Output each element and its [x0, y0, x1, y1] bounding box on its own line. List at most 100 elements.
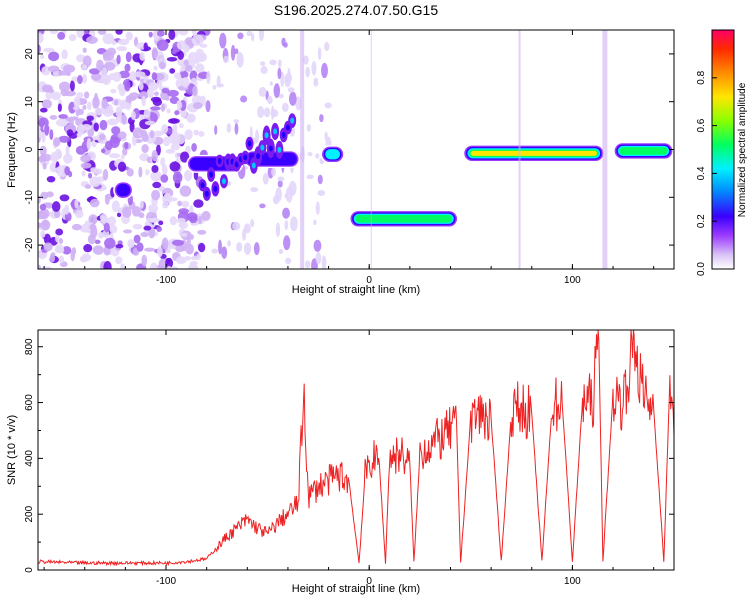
noise-speckle	[180, 63, 186, 72]
noise-speckle	[93, 122, 99, 132]
noise-speckle	[246, 30, 253, 37]
noise-speckle	[315, 201, 320, 215]
spectral-streak	[518, 30, 521, 269]
noise-speckle	[68, 171, 73, 178]
noise-speckle	[193, 129, 200, 136]
snr-series-line	[38, 330, 674, 567]
spectral-blob-core	[251, 162, 256, 169]
noise-speckle	[99, 119, 108, 131]
colorbar-gradient	[712, 30, 734, 269]
noise-speckle	[319, 114, 324, 123]
noise-speckle	[169, 216, 178, 226]
noise-speckle	[138, 82, 144, 91]
noise-speckle	[110, 88, 117, 94]
noise-speckle	[160, 174, 169, 183]
noise-speckle	[41, 99, 53, 109]
noise-speckle	[315, 153, 320, 159]
snr-xlabel: Height of straight line (km)	[292, 583, 420, 595]
noise-speckle	[192, 85, 198, 97]
noise-speckle	[117, 83, 125, 91]
noise-speckle	[132, 223, 143, 230]
colorbar: 0.0 0.2 0.4 0.6 0.8 Normalized spectral ampl…	[696, 29, 748, 276]
noise-speckle	[176, 40, 187, 50]
spectral-blob-core	[264, 132, 269, 139]
spectral-blob-core	[277, 146, 282, 153]
noise-speckle	[80, 162, 92, 169]
noise-speckle	[197, 242, 206, 253]
noise-speckle	[162, 136, 171, 147]
noise-speckle	[42, 219, 49, 227]
spectral-blob-core	[268, 145, 273, 152]
noise-speckle	[181, 77, 190, 88]
noise-speckle	[94, 239, 101, 244]
noise-speckle	[216, 83, 225, 88]
noise-speckle	[154, 91, 159, 96]
spectral-blob-core	[290, 117, 295, 124]
noise-speckle	[186, 113, 196, 123]
noise-speckle	[198, 131, 205, 137]
noise-speckle	[77, 123, 85, 136]
spectral-blob-core	[243, 154, 248, 161]
noise-speckle	[317, 174, 323, 185]
noise-speckle	[89, 176, 101, 188]
noise-speckle	[96, 59, 104, 72]
noise-speckle	[143, 42, 148, 51]
noise-speckle	[161, 237, 169, 250]
snr-panel: -100 0 100 0 200 400 600 800 Height of straight…	[6, 329, 675, 595]
noise-speckle	[259, 61, 266, 66]
spectral-streak	[370, 30, 372, 269]
noise-speckle	[121, 114, 127, 125]
noise-speckle	[281, 102, 289, 112]
noise-speckle	[45, 91, 53, 100]
noise-speckle	[226, 123, 232, 133]
y-tick-label: 200	[24, 505, 35, 522]
noise-speckle	[285, 186, 293, 203]
noise-speckle	[55, 228, 64, 236]
noise-speckle	[219, 32, 227, 49]
spectral-blob-core	[200, 182, 205, 189]
noise-speckle	[193, 199, 204, 208]
noise-speckle	[195, 48, 204, 58]
noise-speckle	[39, 203, 47, 211]
noise-speckle	[107, 216, 117, 227]
noise-speckle	[148, 204, 159, 213]
noise-speckle	[140, 231, 150, 238]
noise-speckle	[180, 232, 188, 237]
noise-speckle	[141, 144, 149, 154]
noise-speckle	[230, 44, 236, 61]
noise-speckle	[76, 92, 84, 99]
noise-speckle	[124, 63, 131, 73]
noise-speckle	[39, 208, 50, 220]
noise-speckle	[178, 208, 190, 215]
noise-speckle	[58, 135, 71, 143]
noise-speckle	[71, 223, 82, 231]
noise-speckle	[223, 55, 229, 64]
noise-speckle	[58, 81, 71, 92]
noise-speckle	[174, 110, 180, 116]
noise-speckle	[125, 31, 133, 41]
colorbar-tick-label: 0.0	[696, 262, 707, 276]
noise-speckle	[169, 118, 179, 123]
y-tick-label: -20	[24, 237, 35, 252]
noise-speckle	[283, 235, 291, 251]
noise-speckle	[289, 216, 298, 232]
noise-speckle	[170, 143, 181, 151]
noise-speckle	[134, 71, 146, 78]
noise-speckle	[127, 239, 135, 248]
noise-speckle	[141, 95, 146, 107]
y-tick-label: 10	[24, 96, 35, 108]
noise-speckle	[81, 170, 86, 177]
noise-speckle	[57, 31, 66, 40]
noise-speckle	[143, 225, 152, 231]
noise-speckle	[40, 191, 49, 200]
y-tick-label: 400	[24, 450, 35, 467]
noise-speckle	[71, 76, 79, 82]
noise-speckle	[150, 171, 162, 182]
noise-speckle	[47, 65, 60, 73]
noise-speckle	[275, 187, 282, 202]
spectral-ridge	[619, 147, 668, 155]
noise-speckle	[267, 95, 273, 105]
noise-speckle	[84, 91, 90, 99]
noise-speckle	[169, 68, 176, 74]
noise-speckle	[152, 130, 164, 137]
